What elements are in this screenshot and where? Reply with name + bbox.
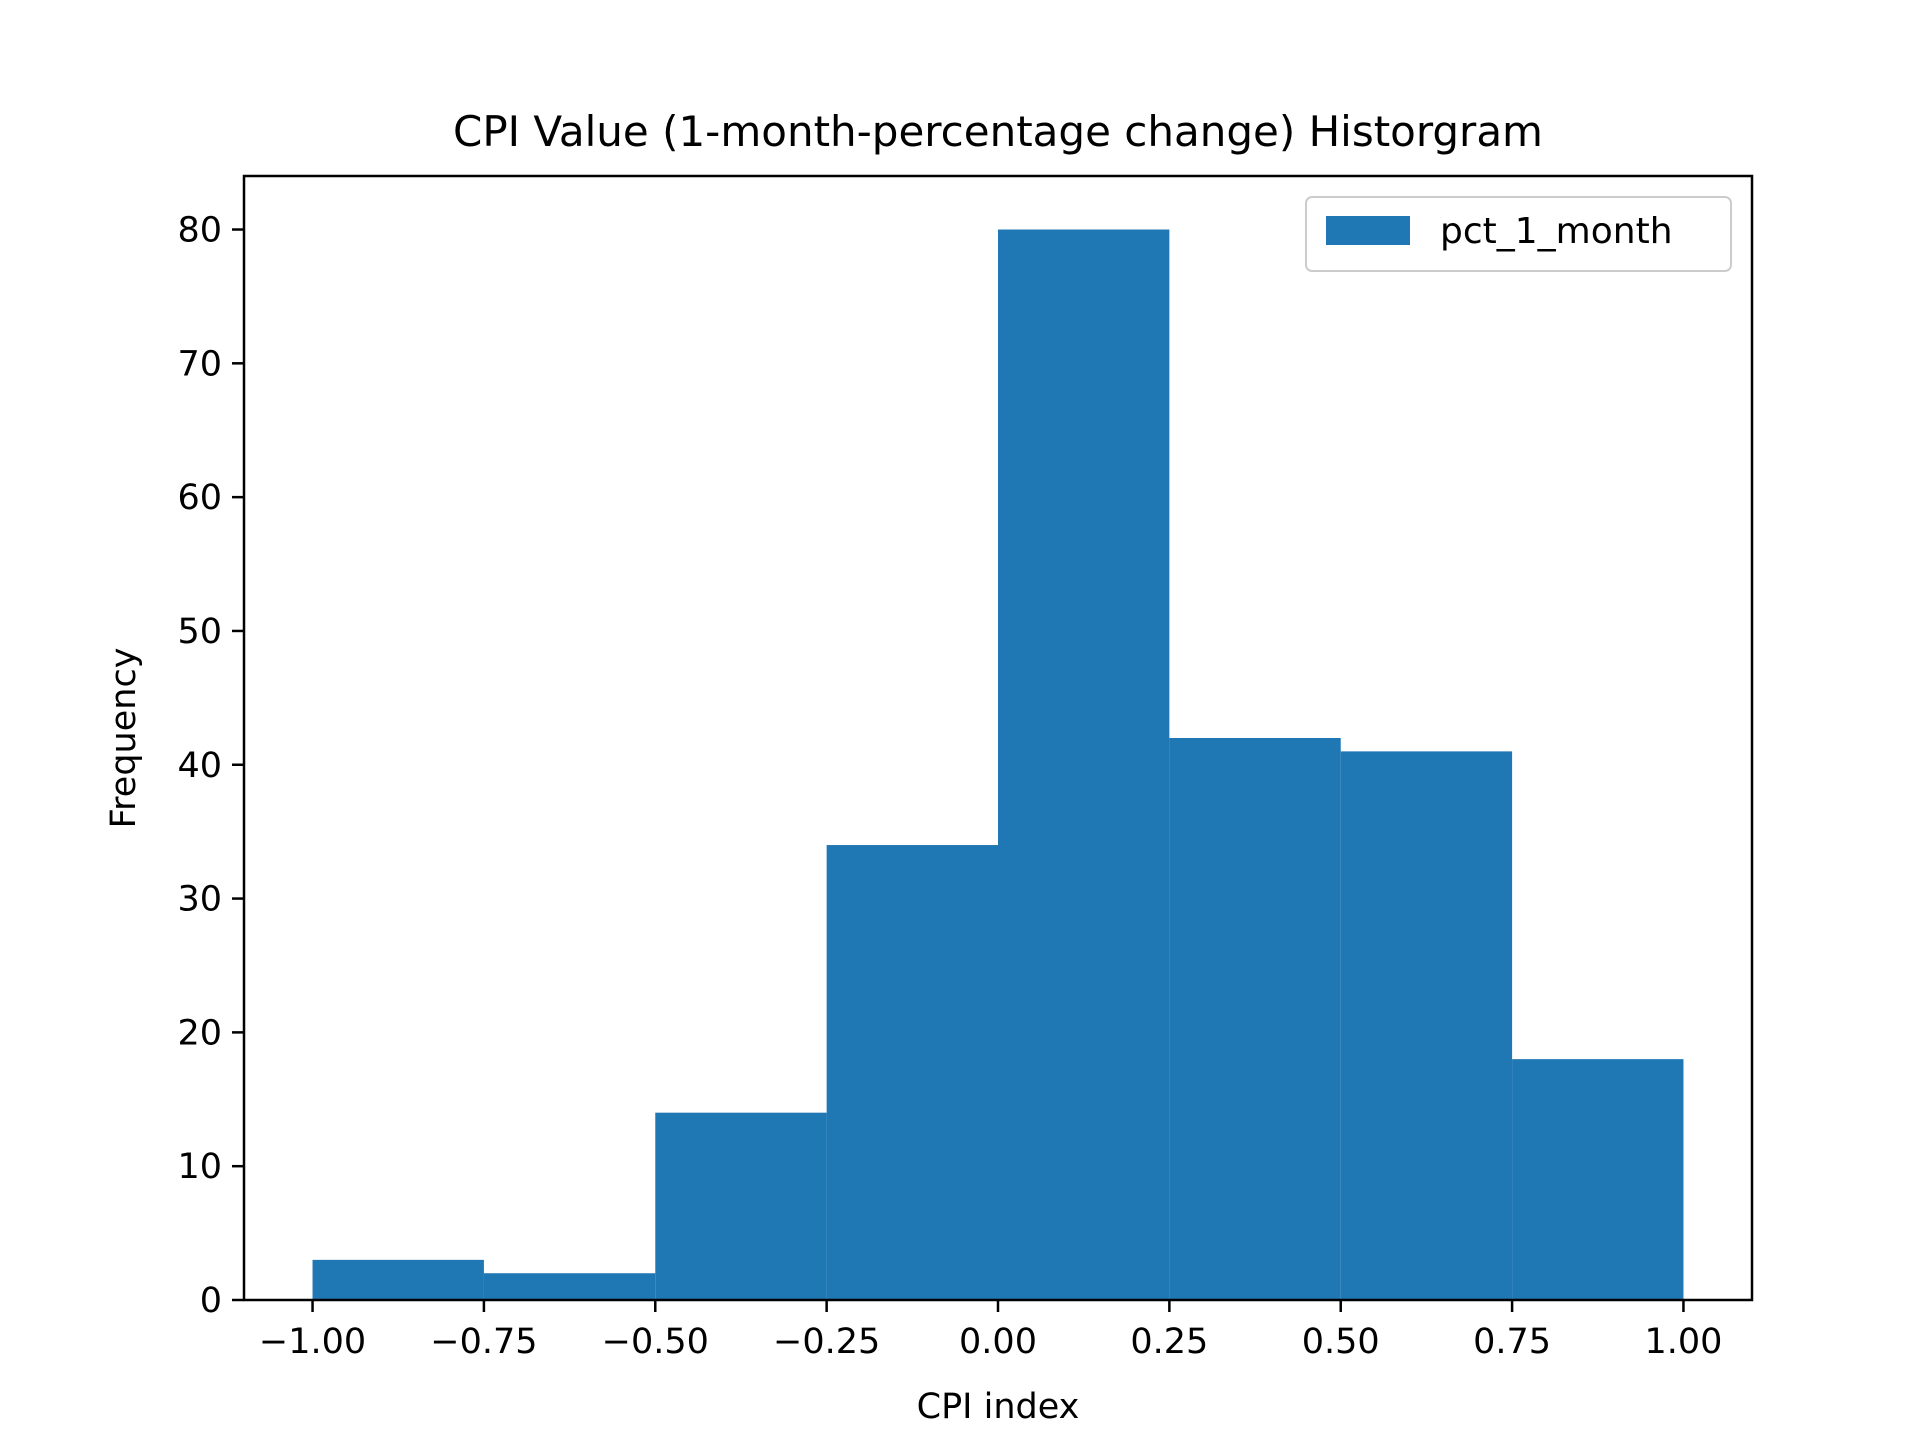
x-tick-label: −0.50 [602, 1322, 709, 1362]
y-tick-label: 30 [177, 880, 222, 920]
x-tick-label: 1.00 [1644, 1322, 1722, 1362]
x-tick-label: −1.00 [259, 1322, 366, 1362]
histogram-bar [998, 229, 1170, 1300]
histogram-bar [1169, 738, 1341, 1300]
histogram-bar [826, 845, 998, 1300]
histogram-bar [1512, 1059, 1684, 1300]
y-axis-label: Frequency [104, 648, 144, 829]
legend-swatch [1326, 216, 1410, 245]
y-axis-ticks: 0 10 20 30 40 50 60 70 80 [177, 211, 244, 1321]
histogram-bar [1340, 751, 1513, 1300]
x-tick-label: 0.75 [1473, 1322, 1551, 1362]
y-tick-label: 80 [177, 211, 222, 251]
chart-title: CPI Value (1-month-percentage change) Hi… [453, 107, 1543, 156]
y-tick-label: 70 [177, 344, 222, 384]
y-tick-label: 10 [177, 1147, 222, 1187]
x-axis-ticks: −1.00 −0.75 −0.50 −0.25 0.00 0.25 0.50 0.75 1.00 [259, 1300, 1722, 1362]
y-tick-label: 40 [177, 746, 222, 786]
y-tick-label: 60 [177, 478, 222, 518]
y-tick-label: 50 [177, 612, 222, 652]
x-tick-label: −0.25 [773, 1322, 880, 1362]
histogram-bar [312, 1259, 484, 1300]
y-tick-label: 20 [177, 1013, 222, 1053]
y-tick-label: 0 [200, 1281, 222, 1321]
legend: pct_1_month [1305, 196, 1732, 272]
x-axis-label: CPI index [917, 1387, 1080, 1427]
x-tick-label: 0.00 [959, 1322, 1037, 1362]
histogram-bar [483, 1273, 656, 1300]
histogram-bar [655, 1112, 827, 1300]
legend-label: pct_1_month [1440, 211, 1673, 252]
x-tick-label: 0.50 [1302, 1322, 1380, 1362]
x-tick-label: −0.75 [430, 1322, 537, 1362]
x-tick-label: 0.25 [1130, 1322, 1208, 1362]
legend-frame [1305, 196, 1732, 272]
bars-layer [312, 229, 1684, 1300]
